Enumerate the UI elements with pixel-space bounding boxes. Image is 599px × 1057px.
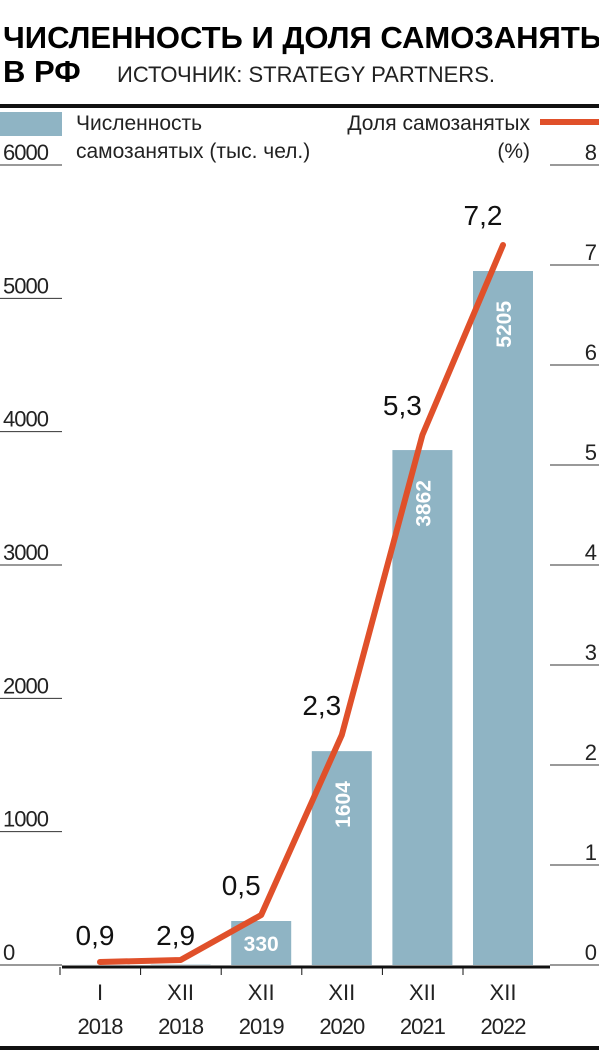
bar-value-label: 0,9	[76, 920, 115, 951]
y-tick-label: 4000	[3, 407, 49, 432]
y-tick-label: 2000	[3, 673, 49, 698]
y2-tick-label: 6	[585, 340, 597, 365]
y2-tick-label: 1	[585, 840, 597, 865]
x-tick-label: XII	[328, 980, 355, 1005]
legend-label: (%)	[497, 140, 530, 163]
line-value-label: 5,3	[383, 390, 422, 421]
x-tick-label: 2018	[78, 1014, 124, 1039]
y2-tick-label: 4	[585, 540, 597, 565]
y2-tick-label: 2	[585, 740, 597, 765]
bar	[473, 271, 533, 965]
divider	[0, 1046, 599, 1050]
y2-tick-label: 5	[585, 440, 597, 465]
x-tick-label: 2022	[481, 1014, 527, 1039]
x-tick-label: 2018	[158, 1014, 204, 1039]
x-tick-label: XII	[248, 980, 275, 1005]
y-tick-label: 0	[3, 940, 15, 965]
y2-tick-label: 7	[585, 240, 597, 265]
chart-title: В РФ	[3, 54, 81, 89]
y2-tick-label: 3	[585, 640, 597, 665]
bar-value-label: 330	[244, 933, 279, 956]
bar-value-label: 5205	[493, 301, 516, 348]
x-tick-label: XII	[409, 980, 436, 1005]
x-tick-label: 2021	[400, 1014, 446, 1039]
x-tick-label: 2020	[319, 1014, 365, 1039]
x-tick-label: I	[97, 980, 103, 1005]
y2-tick-label: 8	[585, 140, 597, 165]
y-tick-label: 5000	[3, 273, 49, 298]
source: ИСТОЧНИК: STRATEGY PARTNERS.	[117, 62, 495, 87]
legend-swatch	[0, 112, 62, 136]
y-tick-label: 1000	[3, 807, 49, 832]
bar-value-label: 2,9	[156, 920, 195, 951]
x-tick-label: XII	[167, 980, 194, 1005]
y2-tick-label: 0	[585, 940, 597, 965]
divider	[0, 104, 599, 108]
legend-label: Доля самозанятых	[347, 112, 530, 135]
legend-label: Численность	[76, 112, 202, 135]
bar-value-label: 3862	[412, 480, 435, 527]
chart-title: ЧИСЛЕННОСТЬ И ДОЛЯ САМОЗАНЯТЫХ	[3, 20, 599, 55]
legend-label: самозанятых (тыс. чел.)	[76, 140, 310, 163]
line-value-label: 2,3	[302, 690, 341, 721]
line-value-label: 0,5	[222, 870, 261, 901]
y-tick-label: 3000	[3, 540, 49, 565]
x-tick-label: 2019	[239, 1014, 285, 1039]
bar-value-label: 1604	[332, 781, 355, 828]
y-tick-label: 6000	[3, 140, 49, 165]
line-value-label: 7,2	[464, 200, 503, 231]
x-tick-label: XII	[490, 980, 517, 1005]
